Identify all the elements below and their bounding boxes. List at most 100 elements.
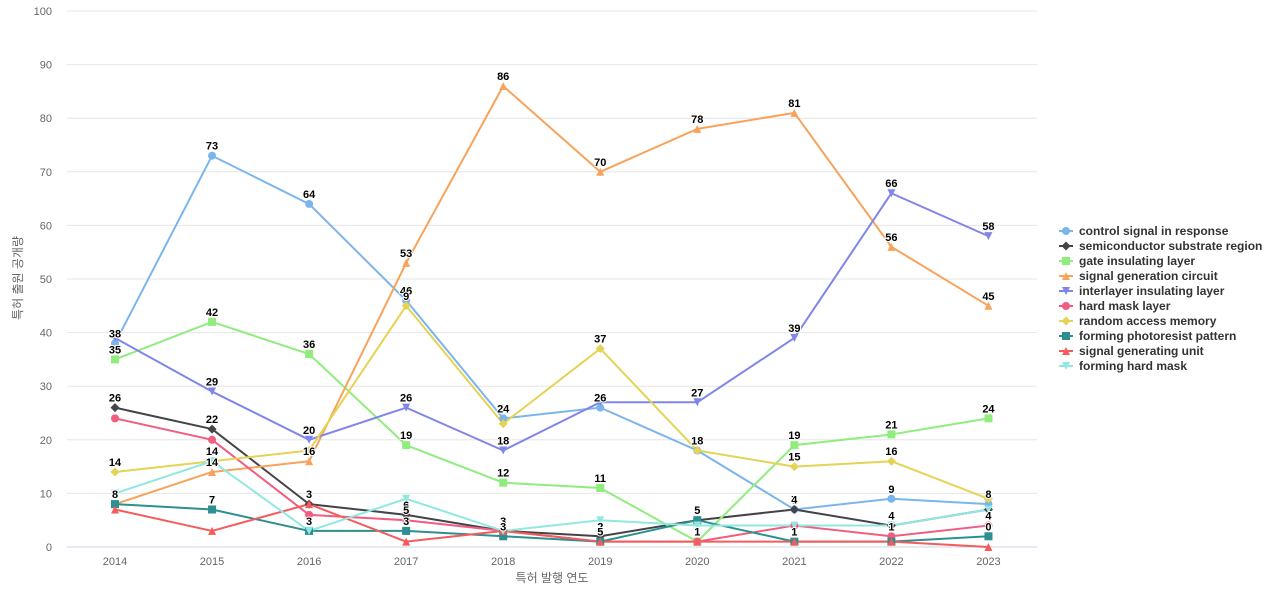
data-label: 22 bbox=[206, 414, 218, 426]
data-point bbox=[305, 199, 314, 208]
data-point bbox=[887, 494, 896, 503]
data-label: 4 bbox=[888, 511, 895, 523]
data-label: 64 bbox=[303, 189, 316, 201]
data-label: 15 bbox=[788, 452, 800, 464]
data-point bbox=[499, 526, 508, 535]
series-line bbox=[114, 192, 990, 452]
y-tick-label: 80 bbox=[40, 113, 52, 125]
x-tick-label: 2019 bbox=[588, 556, 612, 568]
legend-item[interactable]: interlayer insulating layer bbox=[1059, 284, 1225, 298]
legend-item[interactable]: semiconductor substrate region bbox=[1059, 239, 1262, 253]
x-tick-label: 2020 bbox=[685, 556, 709, 568]
data-label: 4 bbox=[791, 494, 798, 506]
data-point bbox=[402, 403, 411, 412]
data-point bbox=[499, 532, 508, 541]
series-line bbox=[114, 154, 990, 511]
data-label: 26 bbox=[109, 393, 121, 405]
data-point bbox=[207, 424, 217, 434]
data-label: 26 bbox=[594, 393, 606, 405]
data-label: 6 bbox=[403, 500, 409, 512]
data-point bbox=[110, 467, 120, 477]
data-label: 1 bbox=[888, 521, 894, 533]
data-point bbox=[984, 301, 993, 310]
data-label: 3 bbox=[306, 489, 312, 501]
data-label: 38 bbox=[109, 328, 121, 340]
legend-label: forming hard mask bbox=[1079, 359, 1187, 373]
data-point bbox=[305, 350, 314, 359]
data-label: 37 bbox=[594, 334, 606, 346]
data-point bbox=[984, 505, 993, 514]
data-point bbox=[305, 435, 314, 444]
data-label: 24 bbox=[497, 403, 510, 415]
legend-label: signal generation circuit bbox=[1079, 269, 1218, 283]
data-point bbox=[111, 414, 119, 423]
data-point bbox=[790, 441, 799, 450]
legend-symbol bbox=[1062, 227, 1070, 235]
data-point bbox=[499, 478, 508, 487]
series-line bbox=[114, 503, 990, 548]
x-tick-label: 2022 bbox=[879, 556, 903, 568]
legend-symbol bbox=[1062, 287, 1070, 295]
data-label: 5 bbox=[694, 505, 700, 517]
data-point bbox=[402, 516, 411, 525]
data-point bbox=[305, 510, 314, 519]
legend-item[interactable]: forming photoresist pattern bbox=[1059, 329, 1236, 343]
legend-item[interactable]: hard mask layer bbox=[1059, 299, 1171, 313]
legend-symbol bbox=[1061, 316, 1071, 326]
data-point bbox=[208, 435, 217, 444]
x-tick-label: 2016 bbox=[297, 556, 321, 568]
data-point bbox=[596, 516, 605, 525]
data-point bbox=[595, 344, 605, 354]
data-point bbox=[984, 532, 993, 541]
data-point bbox=[693, 398, 702, 407]
legend-item[interactable]: forming hard mask bbox=[1059, 359, 1187, 373]
data-point bbox=[596, 537, 605, 546]
legend-symbol bbox=[1062, 332, 1070, 340]
data-point bbox=[887, 537, 896, 546]
y-tick-label: 90 bbox=[40, 60, 52, 72]
x-tick-label: 2021 bbox=[782, 556, 806, 568]
data-label: 5 bbox=[403, 505, 409, 517]
legend-label: random access memory bbox=[1079, 314, 1217, 328]
legend-item[interactable]: signal generating unit bbox=[1059, 344, 1204, 358]
data-label: 14 bbox=[109, 457, 122, 469]
data-label: 78 bbox=[691, 114, 703, 126]
data-label: 4 bbox=[985, 511, 992, 523]
data-label: 21 bbox=[885, 419, 897, 431]
data-label: 5 bbox=[694, 505, 700, 517]
x-tick-label: 2018 bbox=[491, 556, 515, 568]
data-point bbox=[208, 457, 217, 466]
data-label: 70 bbox=[594, 157, 606, 169]
data-label: 14 bbox=[206, 446, 219, 458]
data-point bbox=[208, 505, 217, 514]
data-point bbox=[596, 403, 605, 412]
legend-symbol bbox=[1062, 302, 1070, 310]
legend-symbol bbox=[1062, 347, 1070, 355]
data-point bbox=[305, 500, 314, 509]
data-label: 18 bbox=[497, 436, 509, 448]
data-point bbox=[499, 446, 508, 455]
legend-item[interactable]: signal generation circuit bbox=[1059, 269, 1218, 283]
legend-item[interactable]: control signal in response bbox=[1059, 224, 1229, 238]
x-tick-label: 2017 bbox=[394, 556, 418, 568]
legend-label: signal generating unit bbox=[1079, 344, 1204, 358]
data-label: 9 bbox=[403, 291, 409, 303]
legend: control signal in responsesemiconductor … bbox=[1059, 224, 1262, 373]
data-label: 1 bbox=[791, 527, 797, 539]
data-point bbox=[984, 414, 993, 423]
data-label: 11 bbox=[594, 473, 606, 485]
data-label: 42 bbox=[206, 307, 218, 319]
data-label: 5 bbox=[597, 527, 603, 539]
data-label: 8 bbox=[306, 489, 312, 501]
data-label: 36 bbox=[303, 339, 315, 351]
data-label: 2 bbox=[597, 521, 603, 533]
legend-item[interactable]: random access memory bbox=[1059, 314, 1217, 328]
data-label: 39 bbox=[788, 323, 800, 335]
data-point bbox=[305, 526, 314, 535]
legend-item[interactable]: gate insulating layer bbox=[1059, 254, 1195, 268]
data-point bbox=[208, 387, 217, 396]
data-label: 35 bbox=[109, 344, 121, 356]
data-label: 16 bbox=[303, 446, 315, 458]
x-tick-label: 2023 bbox=[976, 556, 1000, 568]
